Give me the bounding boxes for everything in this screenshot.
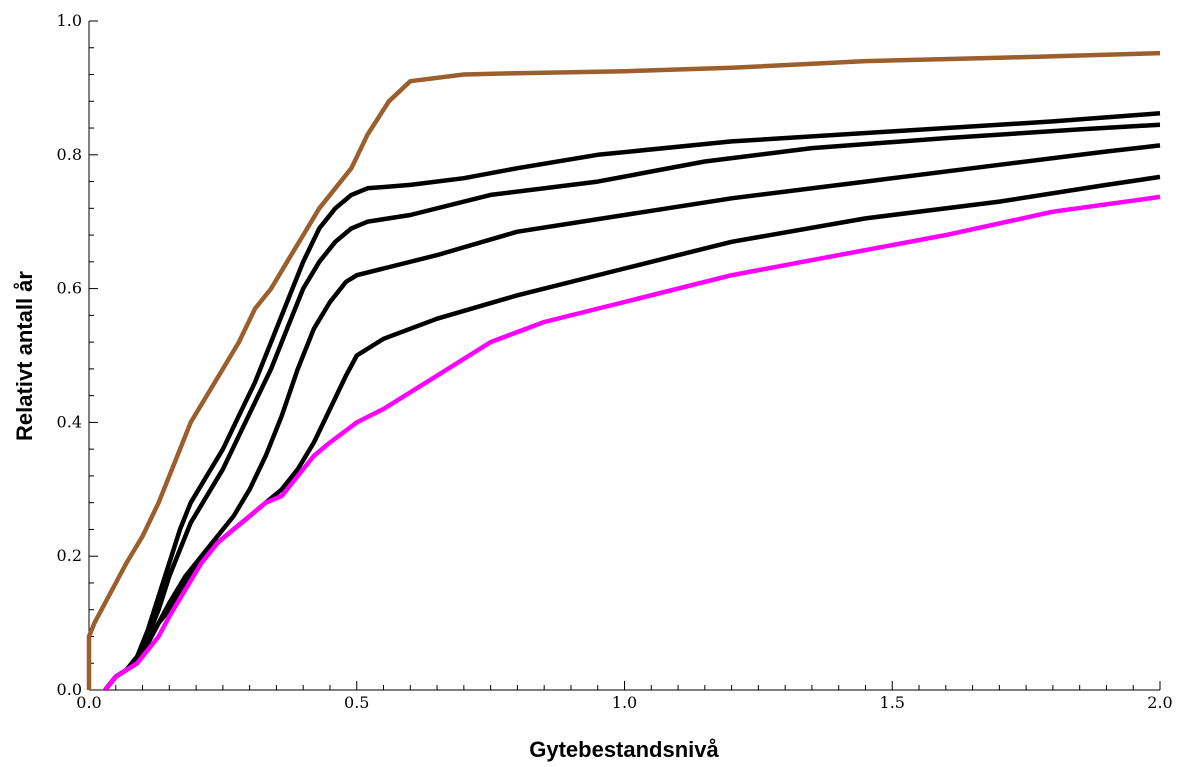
plot-area: 0.0 0.5 1.0 1.5 2.0 0.0 0.2 0.4 0.6 0.8 1.0 bbox=[57, 11, 1173, 712]
x-tick-label: 1.0 bbox=[612, 693, 637, 712]
series-line-3 bbox=[103, 122, 1161, 692]
x-tick-label: 0.0 bbox=[76, 693, 101, 712]
x-tick-label: 0.5 bbox=[344, 693, 369, 712]
series-line-2 bbox=[103, 111, 1161, 692]
y-tick-label: 0.8 bbox=[57, 145, 82, 164]
x-axis-title: Gytebestandsnivå bbox=[529, 737, 719, 762]
y-tick-label: 0.0 bbox=[57, 680, 82, 699]
series-lines bbox=[86, 50, 1161, 692]
series-line-4 bbox=[103, 143, 1161, 692]
y-tick-label: 0.6 bbox=[57, 279, 82, 298]
axis-ticks bbox=[88, 20, 1161, 691]
axis-tick-labels: 0.0 0.5 1.0 1.5 2.0 0.0 0.2 0.4 0.6 0.8 1.0 bbox=[57, 11, 1173, 712]
series-line-5 bbox=[103, 174, 1161, 692]
y-tick-label: 0.4 bbox=[57, 412, 82, 431]
series-line-1 bbox=[86, 50, 1161, 690]
x-tick-label: 2.0 bbox=[1147, 693, 1172, 712]
y-axis-title: Relativt antall år bbox=[12, 271, 37, 441]
y-tick-label: 1.0 bbox=[57, 11, 82, 30]
series-line-6 bbox=[103, 194, 1161, 692]
x-tick-label: 1.5 bbox=[880, 693, 905, 712]
y-tick-label: 0.2 bbox=[57, 546, 82, 565]
